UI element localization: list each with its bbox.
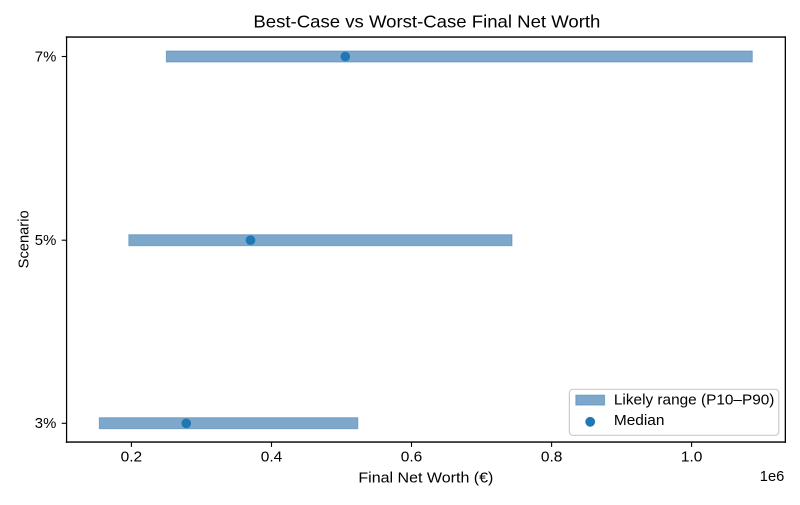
svg-text:7%: 7%	[35, 49, 57, 65]
svg-text:0.2: 0.2	[121, 450, 143, 466]
svg-text:Likely range (P10–P90): Likely range (P10–P90)	[614, 392, 775, 408]
svg-text:1e6: 1e6	[760, 469, 785, 485]
svg-text:0.8: 0.8	[541, 450, 563, 466]
svg-text:0.4: 0.4	[261, 450, 283, 466]
svg-text:5%: 5%	[35, 233, 57, 249]
svg-text:3%: 3%	[35, 416, 57, 432]
svg-text:0.6: 0.6	[401, 450, 423, 466]
svg-text:Scenario: Scenario	[16, 210, 32, 268]
svg-text:Median: Median	[614, 413, 665, 429]
svg-text:Final Net Worth (€): Final Net Worth (€)	[358, 471, 493, 487]
svg-text:Best-Case vs Worst-Case Final: Best-Case vs Worst-Case Final Net Worth	[253, 12, 600, 32]
svg-text:1.0: 1.0	[681, 450, 703, 466]
